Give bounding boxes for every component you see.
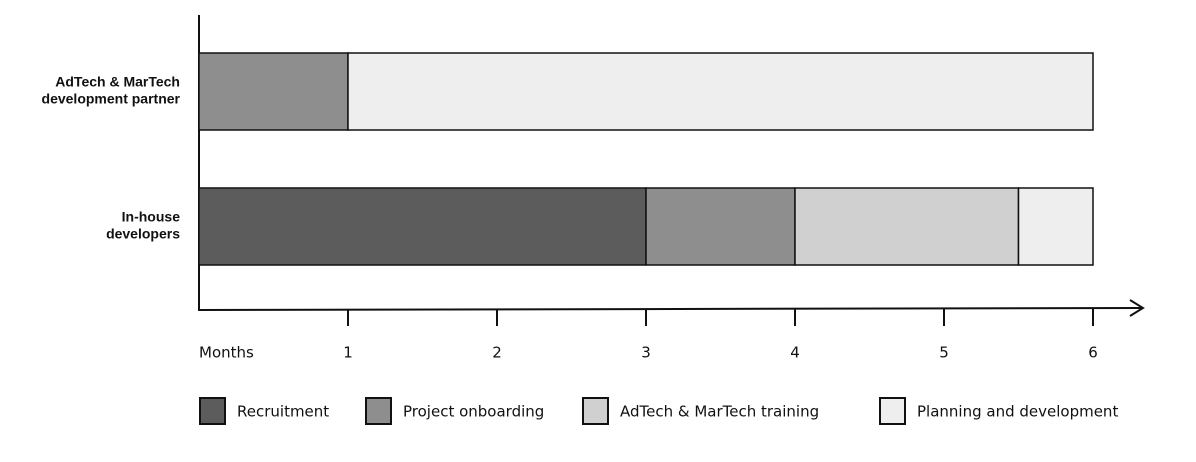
bar-segment (794, 187, 1020, 266)
x-tick-label: 4 (790, 344, 800, 362)
y-tick-label: In-house (122, 209, 181, 225)
legend-label: Planning and development (917, 403, 1118, 421)
x-tick-label: 1 (343, 344, 353, 362)
legend-label: AdTech & MarTech training (620, 403, 819, 421)
legend-swatch (582, 397, 609, 425)
bar-segment (198, 187, 647, 266)
bar-segment (198, 52, 349, 131)
bar-segment (347, 52, 1094, 131)
x-axis-line (197, 307, 1143, 311)
x-tick-label: 6 (1088, 344, 1098, 362)
legend-swatch (879, 397, 906, 425)
y-tick-label: AdTech & MarTech (55, 74, 180, 90)
y-tick-label: development partner (42, 91, 181, 107)
bar-segment (1017, 187, 1094, 266)
y-tick-label: developers (106, 226, 180, 242)
legend-label: Project onboarding (403, 403, 544, 421)
legend-swatch (199, 397, 226, 425)
legend-swatch (365, 397, 392, 425)
x-tick-label: 2 (492, 344, 502, 362)
x-axis-arrow (1129, 299, 1145, 317)
x-tick-label: 3 (641, 344, 651, 362)
bar-segment (645, 187, 796, 266)
legend-label: Recruitment (237, 403, 329, 421)
x-axis-label: Months (199, 344, 254, 362)
x-tick-label: 5 (939, 344, 949, 362)
